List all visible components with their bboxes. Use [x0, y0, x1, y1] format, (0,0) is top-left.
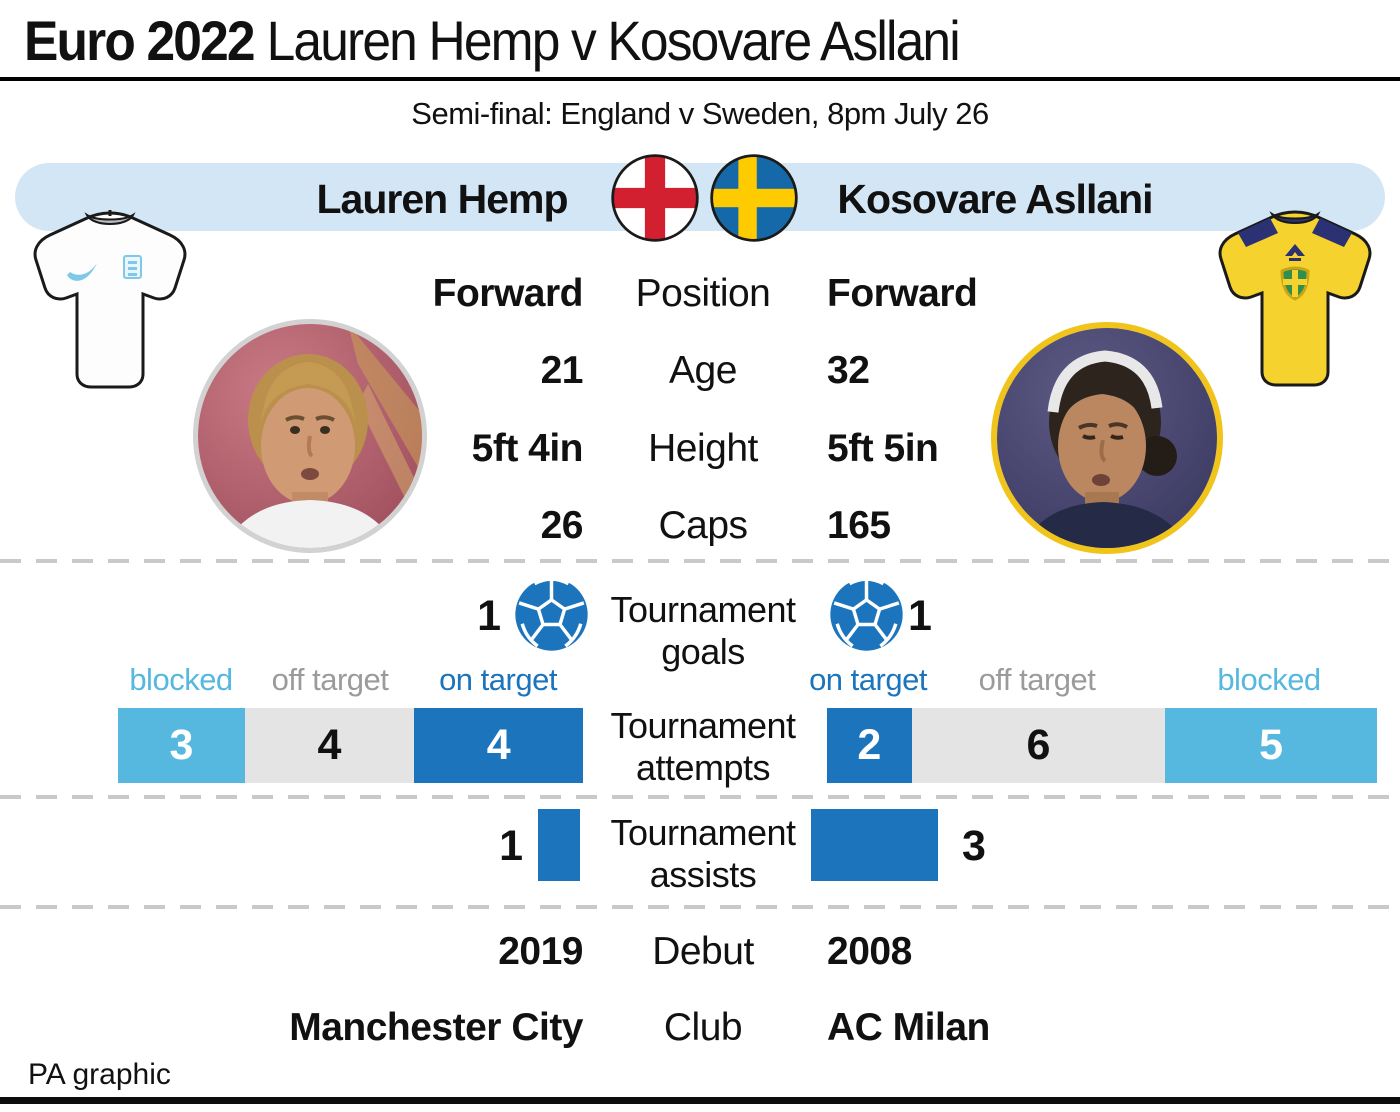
legend-offtarget-right: off target — [978, 662, 1096, 697]
debut-label: Debut — [652, 930, 754, 973]
stat-value-right: 5ft 5in — [827, 427, 939, 470]
attempts-bar-left: 3 4 4 — [118, 708, 584, 783]
divider — [0, 559, 1400, 563]
divider — [0, 795, 1400, 799]
goals-value-left: 1 — [477, 592, 501, 640]
title-rest: Lauren Hemp v Kosovare Asllani — [266, 9, 961, 72]
sweden-flag-icon — [710, 154, 798, 242]
player-name-right: Kosovare Asllani — [837, 176, 1153, 222]
stat-value-right: Forward — [827, 272, 978, 315]
header-band — [15, 163, 1385, 231]
sweden-shirt-icon — [1218, 210, 1372, 387]
stat-label: Age — [669, 349, 737, 392]
title-highlight: Euro 2022 — [24, 9, 256, 72]
stat-value-left: 21 — [540, 349, 584, 392]
segment-on-target: 4 — [414, 708, 584, 783]
stat-value-right: 165 — [827, 504, 891, 547]
kosovare-asllani-photo — [991, 322, 1223, 554]
segment-blocked: 5 — [1165, 708, 1377, 783]
top-rule — [0, 77, 1400, 81]
stat-label: Height — [648, 427, 758, 470]
match-subtitle: Semi-final: England v Sweden, 8pm July 2… — [411, 96, 989, 131]
legend-offtarget-left: off target — [271, 662, 389, 697]
club-label: Club — [663, 1006, 743, 1049]
assists-bar-right — [811, 809, 938, 881]
stat-label: Position — [635, 272, 771, 315]
england-flag-icon — [611, 154, 699, 242]
segment-off-target: 4 — [244, 708, 415, 783]
segment-off-target: 6 — [911, 708, 1166, 783]
legend-blocked-left: blocked — [129, 662, 233, 697]
football-icon-left — [515, 577, 588, 651]
stat-value-left: 26 — [540, 504, 584, 547]
club-value-right: AC Milan — [827, 1006, 990, 1049]
bottom-rule — [0, 1097, 1400, 1104]
stat-value-left: 5ft 4in — [471, 427, 584, 470]
stat-value-left: Forward — [432, 272, 584, 315]
football-icon-right — [830, 577, 903, 651]
assists-bar-left — [538, 809, 581, 881]
pa-credit: PA graphic — [28, 1058, 171, 1091]
assists-value-left: 1 — [499, 822, 523, 870]
assists-label: Tournament assists — [610, 812, 796, 895]
stat-label: Caps — [658, 504, 748, 547]
england-shirt-icon — [33, 210, 187, 389]
player-name-left: Lauren Hemp — [316, 176, 569, 222]
page-title: Euro 2022 Lauren Hemp v Kosovare Asllani — [24, 8, 961, 73]
debut-value-left: 2019 — [498, 930, 583, 973]
legend-ontarget-left: on target — [439, 662, 557, 697]
divider — [0, 905, 1400, 909]
segment-on-target: 2 — [827, 708, 912, 783]
club-value-left: Manchester City — [289, 1006, 583, 1049]
legend-blocked-right: blocked — [1217, 662, 1321, 697]
attempts-bar-right: 2 6 5 — [827, 708, 1377, 783]
goals-label: Tournament goals — [610, 589, 796, 672]
debut-value-right: 2008 — [827, 930, 912, 973]
assists-value-right: 3 — [962, 822, 986, 870]
attempts-label: Tournament attempts — [610, 705, 796, 788]
lauren-hemp-photo — [193, 319, 427, 553]
segment-blocked: 3 — [118, 708, 245, 783]
stat-value-right: 32 — [827, 349, 870, 392]
legend-ontarget-right: on target — [809, 662, 927, 697]
goals-value-right: 1 — [908, 592, 932, 640]
